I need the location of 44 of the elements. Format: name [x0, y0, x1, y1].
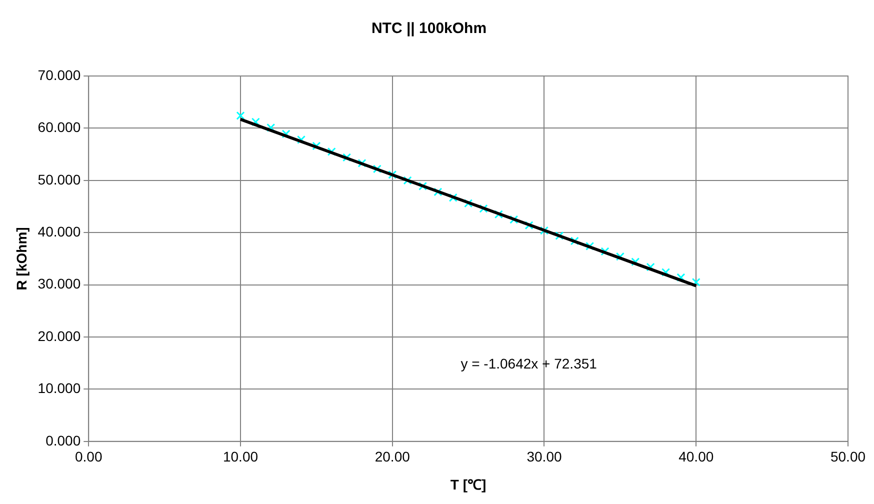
y-tick-label: 70.000	[38, 66, 81, 83]
y-tick-label: 10.000	[38, 380, 81, 396]
point	[586, 242, 594, 250]
point	[510, 215, 518, 224]
annotation: y = -1.0642x + 72.351	[460, 356, 598, 372]
point	[327, 147, 336, 156]
y-tick-label: 60.000	[38, 119, 81, 136]
point	[570, 236, 579, 246]
point	[372, 164, 382, 174]
x-tick-label: 10.00	[222, 448, 258, 465]
point	[403, 176, 412, 185]
point	[676, 273, 686, 282]
point	[479, 204, 488, 213]
point	[418, 182, 428, 190]
point	[540, 226, 549, 235]
y-axis-title: R [kOhm]	[13, 227, 30, 290]
y-tick-label: 30.000	[38, 276, 81, 292]
point	[448, 193, 458, 202]
point	[342, 153, 352, 162]
x-tick-label: 40.00	[678, 448, 714, 465]
x-tick-label: 20.00	[374, 448, 410, 465]
x-tick-label: 0.00	[74, 448, 102, 465]
point	[266, 123, 276, 132]
y-tick-label: 0.000	[46, 432, 81, 448]
chart-title: NTC || 100kOhm	[371, 20, 487, 38]
x-tick-label: 30.00	[526, 448, 562, 465]
point	[494, 210, 503, 219]
point	[358, 158, 366, 168]
point	[555, 231, 564, 240]
y-tick-label: 40.000	[38, 223, 81, 240]
point	[661, 268, 670, 277]
point	[646, 262, 655, 272]
point	[388, 170, 397, 179]
point	[236, 111, 245, 120]
point	[251, 118, 260, 126]
point	[312, 142, 321, 150]
y-tick-label: 50.000	[38, 171, 81, 188]
point	[464, 199, 473, 208]
y-tick-label: 20.000	[38, 328, 81, 344]
x-axis-title: T [℃]	[450, 476, 486, 492]
point	[434, 188, 442, 196]
point	[692, 278, 700, 286]
x-tick-label: 50.00	[830, 448, 866, 465]
point	[524, 221, 534, 230]
